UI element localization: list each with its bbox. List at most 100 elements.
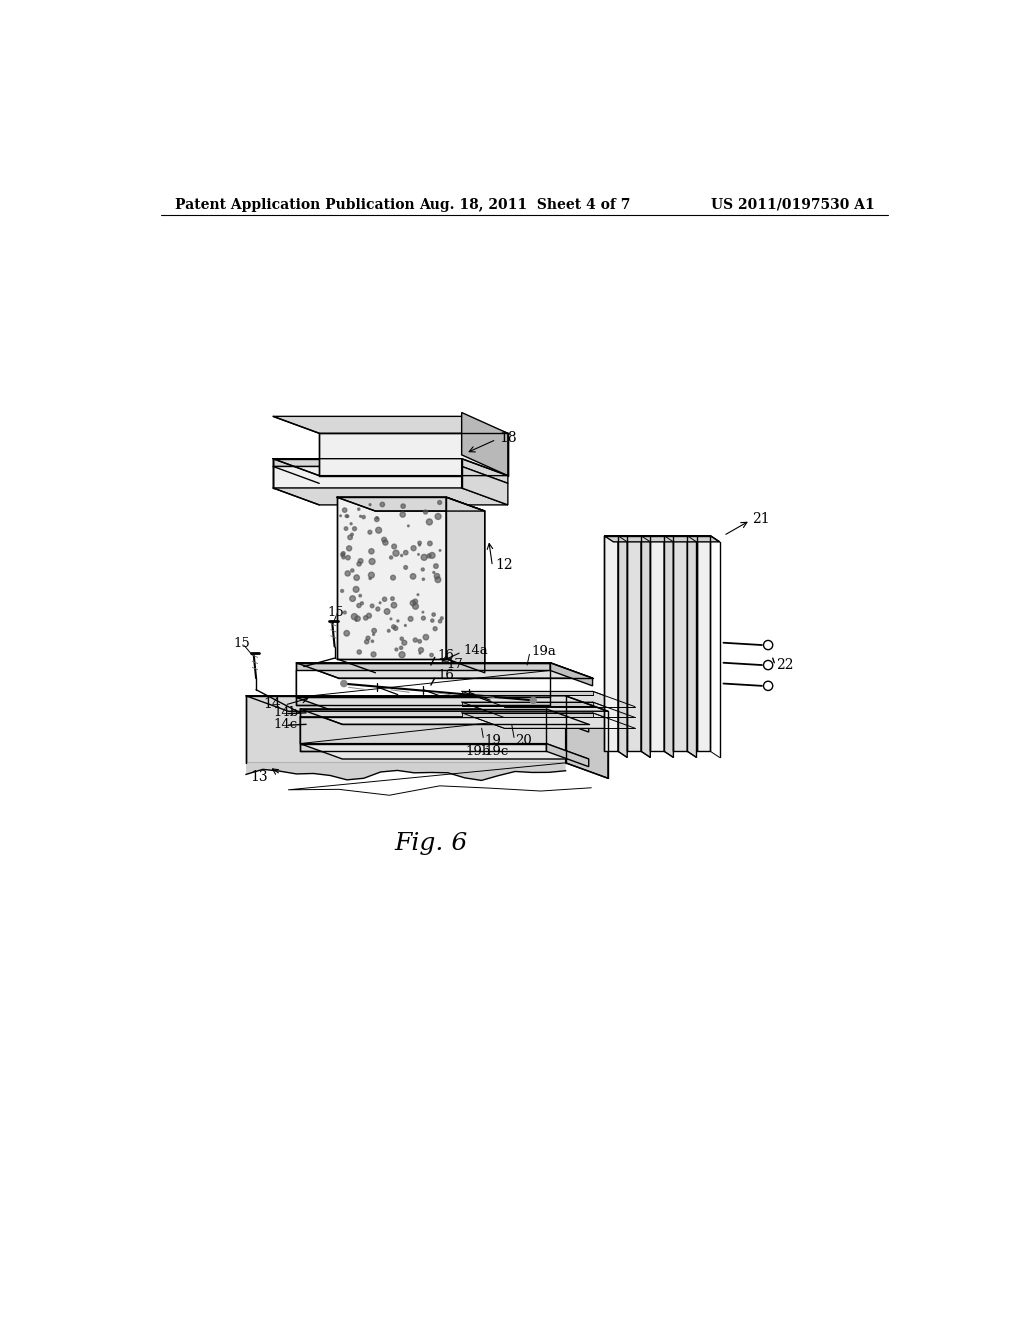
Circle shape xyxy=(355,616,360,622)
Circle shape xyxy=(364,615,368,620)
Circle shape xyxy=(371,605,374,607)
Circle shape xyxy=(361,515,366,519)
Circle shape xyxy=(371,652,376,657)
Circle shape xyxy=(341,590,344,593)
Text: 12: 12 xyxy=(496,558,513,572)
Circle shape xyxy=(764,640,773,649)
Circle shape xyxy=(428,541,432,545)
Polygon shape xyxy=(300,709,589,725)
Polygon shape xyxy=(565,696,608,779)
Circle shape xyxy=(391,602,396,609)
Circle shape xyxy=(431,619,434,622)
Polygon shape xyxy=(462,702,635,718)
Circle shape xyxy=(409,616,413,622)
Polygon shape xyxy=(462,713,635,729)
Circle shape xyxy=(341,553,344,557)
Circle shape xyxy=(764,660,773,669)
Circle shape xyxy=(438,619,441,623)
Circle shape xyxy=(393,550,399,556)
Circle shape xyxy=(341,681,347,686)
Circle shape xyxy=(360,602,364,605)
Circle shape xyxy=(400,638,403,640)
Circle shape xyxy=(419,544,421,546)
Circle shape xyxy=(340,515,341,516)
Circle shape xyxy=(423,635,429,640)
Text: 18: 18 xyxy=(500,430,517,445)
Circle shape xyxy=(376,607,380,611)
Polygon shape xyxy=(296,663,550,671)
Circle shape xyxy=(346,545,351,550)
Circle shape xyxy=(376,527,382,533)
Circle shape xyxy=(354,576,359,581)
Circle shape xyxy=(399,652,406,657)
Circle shape xyxy=(369,558,375,565)
Circle shape xyxy=(413,599,418,603)
Circle shape xyxy=(433,564,438,569)
Circle shape xyxy=(419,648,424,652)
Circle shape xyxy=(435,513,441,519)
Circle shape xyxy=(383,597,387,602)
Circle shape xyxy=(422,616,425,620)
Text: Aug. 18, 2011  Sheet 4 of 7: Aug. 18, 2011 Sheet 4 of 7 xyxy=(419,198,631,211)
Polygon shape xyxy=(273,459,462,466)
Text: Fig. 6: Fig. 6 xyxy=(394,832,468,855)
Polygon shape xyxy=(462,466,508,506)
Circle shape xyxy=(344,631,349,636)
Circle shape xyxy=(341,552,345,556)
Circle shape xyxy=(422,578,425,581)
Text: 19a: 19a xyxy=(531,644,556,657)
Circle shape xyxy=(429,553,435,558)
Text: 15: 15 xyxy=(233,638,250,649)
Polygon shape xyxy=(462,412,508,475)
Circle shape xyxy=(413,603,419,610)
Polygon shape xyxy=(296,697,550,705)
Circle shape xyxy=(343,611,346,614)
Circle shape xyxy=(375,517,379,521)
Circle shape xyxy=(421,554,427,561)
Polygon shape xyxy=(617,536,628,758)
Polygon shape xyxy=(319,433,508,475)
Circle shape xyxy=(346,515,349,517)
Circle shape xyxy=(369,577,372,579)
Circle shape xyxy=(351,569,354,572)
Circle shape xyxy=(414,638,418,642)
Circle shape xyxy=(418,553,419,556)
Polygon shape xyxy=(696,536,711,751)
Circle shape xyxy=(342,508,347,512)
Polygon shape xyxy=(273,488,508,506)
Text: 14: 14 xyxy=(263,697,281,710)
Circle shape xyxy=(397,620,399,622)
Text: 14a: 14a xyxy=(463,644,488,657)
Text: 19b: 19b xyxy=(466,744,490,758)
Circle shape xyxy=(345,570,350,576)
Polygon shape xyxy=(337,498,446,659)
Circle shape xyxy=(384,609,390,614)
Circle shape xyxy=(353,586,359,593)
Circle shape xyxy=(439,549,441,552)
Circle shape xyxy=(530,697,537,704)
Text: 21: 21 xyxy=(752,512,770,525)
Circle shape xyxy=(365,640,369,644)
Circle shape xyxy=(411,574,416,579)
Text: Patent Application Publication: Patent Application Publication xyxy=(175,198,415,211)
Circle shape xyxy=(355,619,357,622)
Polygon shape xyxy=(246,696,608,711)
Circle shape xyxy=(345,515,348,517)
Polygon shape xyxy=(665,536,674,758)
Circle shape xyxy=(357,649,361,655)
Polygon shape xyxy=(273,466,462,488)
Circle shape xyxy=(359,594,361,597)
Circle shape xyxy=(437,500,441,504)
Polygon shape xyxy=(462,692,593,696)
Circle shape xyxy=(418,541,421,545)
Circle shape xyxy=(419,652,421,655)
Text: 15: 15 xyxy=(328,606,344,619)
Circle shape xyxy=(357,508,359,511)
Circle shape xyxy=(433,627,437,631)
Circle shape xyxy=(344,527,348,531)
Circle shape xyxy=(430,653,433,657)
Circle shape xyxy=(373,634,375,635)
Polygon shape xyxy=(246,763,565,780)
Circle shape xyxy=(350,533,353,536)
Circle shape xyxy=(359,515,361,517)
